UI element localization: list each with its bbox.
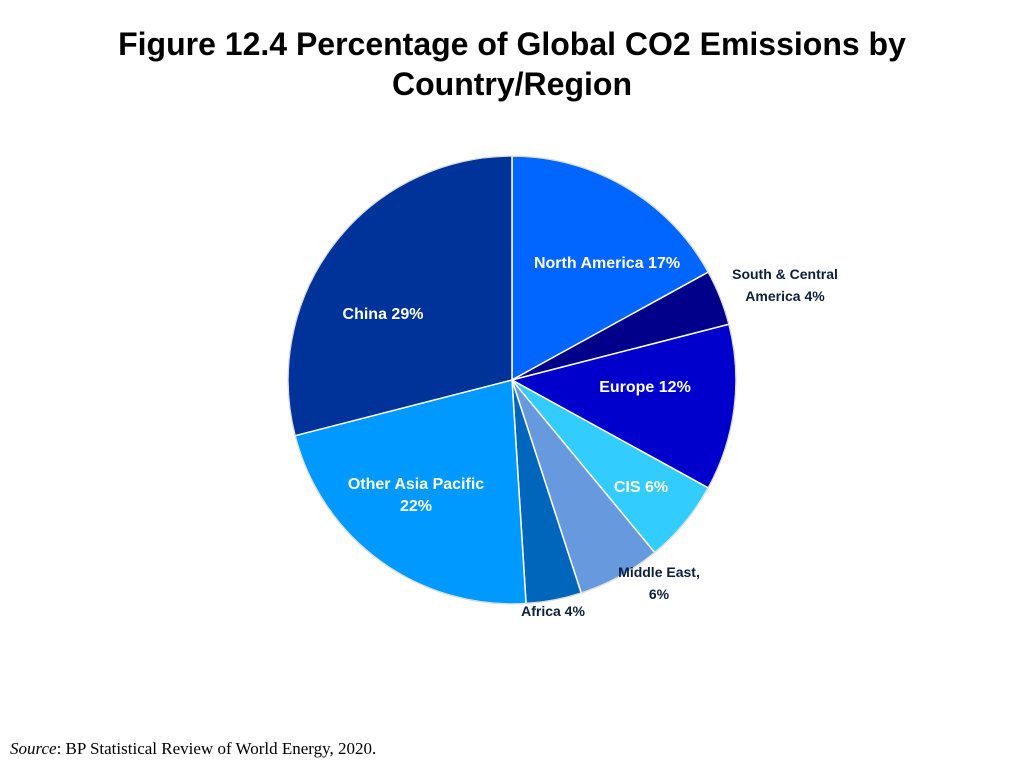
pie-label-line: 6% [649, 586, 670, 602]
pie-label-middle-east: Middle East, 6% [618, 564, 700, 602]
pie-label-line: Africa 4% [521, 603, 585, 619]
pie-label-cis: CIS 6% [614, 479, 668, 496]
pie-label-africa: Africa 4% [521, 603, 585, 619]
pie-label-line: America 4% [745, 288, 825, 304]
chart-title: Figure 12.4 Percentage of Global CO2 Emi… [60, 24, 964, 104]
pie-label-line: Middle East, [618, 564, 700, 580]
chart-title-line2: Country/Region [392, 66, 632, 102]
source-label: Source [10, 739, 57, 758]
pie-label-north-america: North America 17% [534, 255, 680, 272]
source-note: Source: BP Statistical Review of World E… [10, 739, 376, 759]
chart-title-line1: Figure 12.4 Percentage of Global CO2 Emi… [118, 26, 906, 62]
pie-label-line: Other Asia Pacific [348, 476, 484, 493]
pie-label-line: CIS 6% [614, 479, 668, 496]
source-text: : BP Statistical Review of World Energy,… [56, 739, 377, 758]
pie-label-other-asia-pacific: Other Asia Pacific 22% [348, 476, 484, 515]
pie-label-line: South & Central [732, 266, 838, 282]
pie-outline [287, 155, 737, 605]
pie-label-line: 22% [400, 498, 432, 515]
pie-label-china: China 29% [343, 306, 424, 323]
pie-label-south-and-central-america: South & Central America 4% [732, 266, 838, 304]
pie-labels: North America 17% South & Central America … [343, 255, 838, 618]
pie-label-line: Europe 12% [599, 379, 691, 396]
pie-label-europe: Europe 12% [599, 379, 691, 396]
pie-label-line: China 29% [343, 306, 424, 323]
pie-label-line: North America 17% [534, 255, 680, 272]
